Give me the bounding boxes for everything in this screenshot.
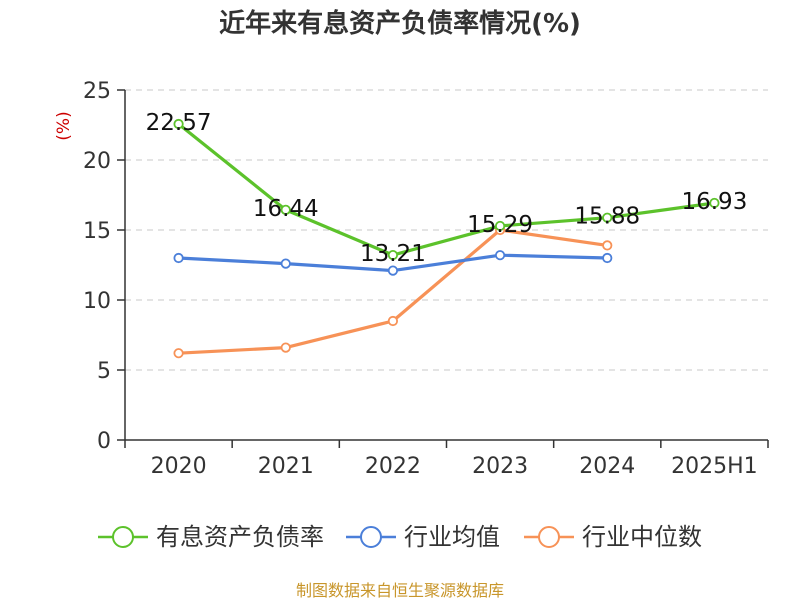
legend-label: 行业中位数: [582, 523, 702, 551]
data-point: [173, 118, 184, 130]
x-tick-label: 2021: [258, 454, 314, 479]
grid-lines: [125, 89, 768, 371]
y-tick-label: 20: [83, 149, 111, 174]
data-labels: 22.57 16.44 13.21 15.29 15.88 16.93: [146, 110, 748, 267]
data-label: 15.29: [467, 212, 533, 238]
legend-marker: [538, 526, 560, 548]
x-tick-label: 2020: [151, 454, 207, 479]
series-line: [176, 122, 717, 257]
data-label: 13.21: [360, 241, 426, 267]
y-tick-label: 25: [83, 79, 111, 104]
y-tick-label: 5: [97, 359, 111, 384]
data-point: [280, 258, 291, 269]
data-label: 16.44: [253, 196, 319, 222]
data-point: [602, 252, 613, 264]
x-tick-label: 2025H1: [671, 454, 758, 479]
data-point: [387, 315, 399, 327]
data-point: [173, 348, 184, 359]
data-point: [709, 197, 720, 209]
legend-item[interactable]: 有息资产负债率: [98, 523, 324, 551]
data-point: [280, 204, 291, 215]
legend-item[interactable]: 行业均值: [346, 523, 500, 551]
axes: 0 5 10 15 20 25 2020 2021 2022 2023 2024 2025H1: [83, 79, 769, 479]
data-label: 15.88: [574, 204, 640, 230]
legend-item[interactable]: 行业中位数: [524, 523, 702, 551]
legend-marker: [112, 526, 134, 548]
y-tick-label: 15: [83, 219, 111, 244]
data-point: [280, 342, 291, 353]
x-tick-label: 2022: [365, 454, 421, 479]
data-point: [602, 240, 613, 251]
y-tick-label: 0: [97, 429, 111, 454]
data-point: [602, 212, 613, 223]
data-point: [387, 249, 399, 261]
data-label: 16.93: [681, 189, 747, 215]
data-label: 22.57: [146, 110, 212, 136]
data-point: [494, 220, 506, 232]
chart-title: 近年来有息资产负债率情况(%): [219, 8, 581, 39]
legend[interactable]: 有息资产负债率 行业均值 行业中位数: [98, 523, 702, 551]
legend-marker: [360, 526, 382, 548]
source-note: 制图数据来自恒生聚源数据库: [296, 581, 504, 600]
y-tick-label: 10: [83, 289, 111, 314]
legend-label: 行业均值: [404, 523, 500, 551]
data-point: [494, 250, 506, 261]
legend-label: 有息资产负债率: [156, 523, 324, 551]
x-tick-label: 2023: [472, 454, 528, 479]
x-tick-label: 2024: [579, 454, 635, 479]
data-point: [173, 252, 184, 264]
data-point: [387, 265, 399, 276]
series-group: [173, 118, 720, 359]
y-axis-unit-label: (%): [54, 111, 74, 140]
